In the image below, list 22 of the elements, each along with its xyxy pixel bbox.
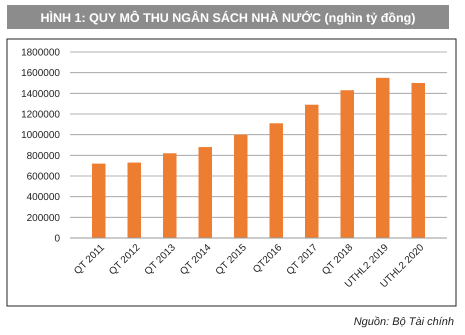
- y-tick-label: 1000000: [21, 130, 60, 142]
- y-tick-label: 200000: [26, 212, 60, 224]
- bar: [270, 123, 283, 238]
- y-tick-label: 400000: [26, 192, 60, 204]
- bar: [92, 164, 106, 238]
- bar: [305, 104, 318, 238]
- y-tick-label: 1800000: [21, 48, 60, 58]
- bar: [376, 78, 390, 238]
- chart-title: HÌNH 1: QUY MÔ THU NGÂN SÁCH NHÀ NƯỚC (nghìn tỷ đồng): [40, 10, 416, 25]
- y-tick-label: 800000: [26, 150, 60, 162]
- y-tick-label: 1600000: [21, 68, 60, 80]
- bar: [163, 153, 176, 238]
- bar: [412, 83, 425, 238]
- text: Nguồn: Bộ Tài chính: [354, 316, 454, 328]
- y-tick-label: 0: [54, 234, 60, 244]
- bar: [234, 134, 248, 238]
- bar: [198, 147, 212, 238]
- y-tick-label: 600000: [26, 172, 60, 182]
- y-tick-label: 1200000: [21, 110, 60, 120]
- bar: [128, 162, 141, 238]
- y-tick-label: 1400000: [21, 88, 60, 100]
- bar: [340, 90, 354, 238]
